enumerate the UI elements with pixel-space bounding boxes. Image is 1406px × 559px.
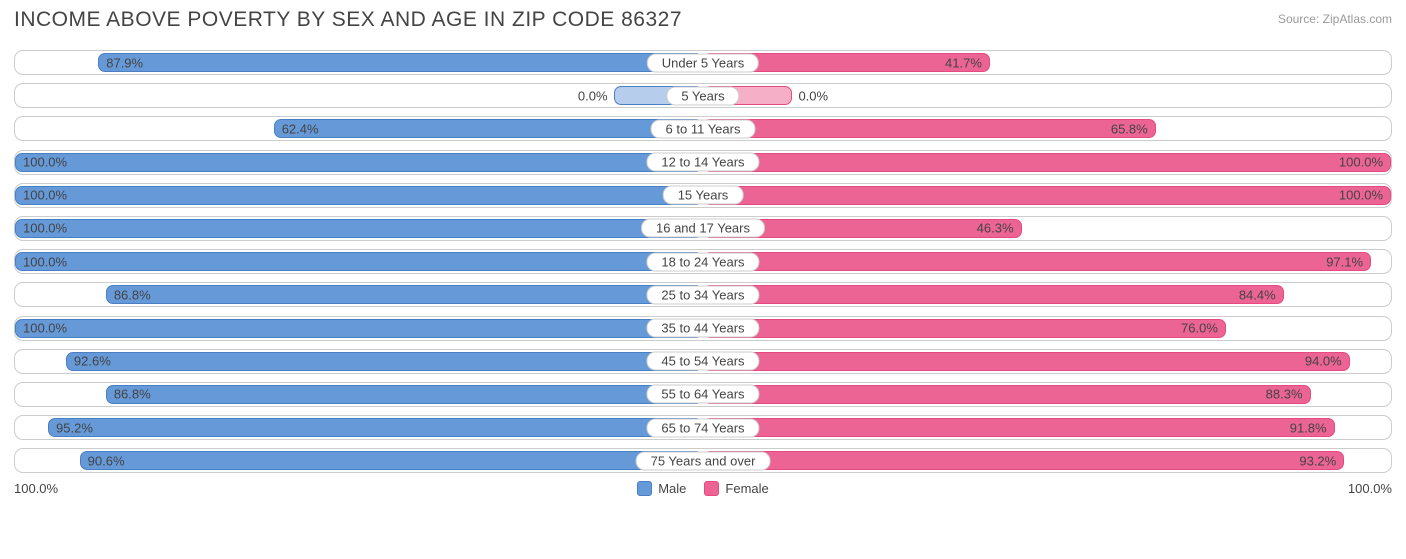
male-bar: [106, 385, 703, 404]
male-value: 95.2%: [56, 420, 93, 435]
category-label: Under 5 Years: [647, 53, 759, 72]
category-label: 55 to 64 Years: [646, 385, 759, 404]
female-value: 65.8%: [1111, 121, 1148, 136]
legend-label-female: Female: [725, 481, 768, 496]
category-label: 12 to 14 Years: [646, 153, 759, 172]
male-bar: [15, 319, 703, 338]
male-value: 62.4%: [282, 121, 319, 136]
chart-title: INCOME ABOVE POVERTY BY SEX AND AGE IN Z…: [14, 8, 682, 32]
category-label: 16 and 17 Years: [641, 219, 765, 238]
female-value: 91.8%: [1290, 420, 1327, 435]
chart-row: 86.8% 88.3% 55 to 64 Years: [14, 382, 1392, 407]
category-label: 65 to 74 Years: [646, 418, 759, 437]
female-value: 97.1%: [1326, 254, 1363, 269]
chart-row: 100.0% 97.1% 18 to 24 Years: [14, 249, 1392, 274]
male-value: 100.0%: [23, 155, 67, 170]
legend-item-male: Male: [637, 481, 686, 496]
male-value: 86.8%: [114, 387, 151, 402]
female-value: 84.4%: [1239, 287, 1276, 302]
chart-source: Source: ZipAtlas.com: [1278, 12, 1392, 26]
female-bar: [703, 119, 1156, 138]
female-bar: [703, 451, 1344, 470]
category-label: 45 to 54 Years: [646, 352, 759, 371]
female-value: 100.0%: [1339, 188, 1383, 203]
female-value: 88.3%: [1266, 387, 1303, 402]
female-bar: [703, 352, 1350, 371]
female-value: 46.3%: [977, 221, 1014, 236]
male-bar: [80, 451, 703, 470]
male-value: 87.9%: [106, 55, 143, 70]
chart-row: 90.6% 93.2% 75 Years and over: [14, 448, 1392, 473]
female-value: 100.0%: [1339, 155, 1383, 170]
chart-row: 62.4% 65.8% 6 to 11 Years: [14, 116, 1392, 141]
chart-row: 100.0% 100.0% 12 to 14 Years: [14, 150, 1392, 175]
female-bar: [703, 418, 1335, 437]
category-label: 25 to 34 Years: [646, 285, 759, 304]
male-bar: [48, 418, 703, 437]
axis-right-label: 100.0%: [1348, 481, 1392, 496]
chart-row: 87.9% 41.7% Under 5 Years: [14, 50, 1392, 75]
female-bar: [703, 385, 1311, 404]
male-value: 100.0%: [23, 221, 67, 236]
male-bar: [106, 285, 703, 304]
chart-footer: 100.0% Male Female 100.0%: [14, 481, 1392, 496]
chart-header: INCOME ABOVE POVERTY BY SEX AND AGE IN Z…: [14, 8, 1392, 32]
category-label: 15 Years: [663, 186, 744, 205]
legend-item-female: Female: [704, 481, 768, 496]
female-bar: [703, 186, 1391, 205]
male-bar: [98, 53, 703, 72]
male-bar: [15, 153, 703, 172]
male-bar: [15, 252, 703, 271]
male-bar: [15, 186, 703, 205]
legend-label-male: Male: [658, 481, 686, 496]
legend: Male Female: [637, 481, 769, 496]
male-value: 0.0%: [578, 88, 608, 103]
male-bar: [274, 119, 703, 138]
axis-left-label: 100.0%: [14, 481, 58, 496]
chart-row: 0.0% 0.0% 5 Years: [14, 83, 1392, 108]
female-bar: [703, 285, 1284, 304]
female-value: 0.0%: [798, 88, 828, 103]
category-label: 18 to 24 Years: [646, 252, 759, 271]
legend-swatch-female: [704, 481, 719, 496]
male-bar: [66, 352, 703, 371]
category-label: 35 to 44 Years: [646, 319, 759, 338]
male-value: 86.8%: [114, 287, 151, 302]
male-value: 100.0%: [23, 188, 67, 203]
category-label: 75 Years and over: [636, 451, 771, 470]
male-value: 92.6%: [74, 354, 111, 369]
female-bar: [703, 252, 1371, 271]
diverging-bar-chart: 87.9% 41.7% Under 5 Years 0.0% 0.0% 5 Years 62…: [14, 50, 1392, 473]
chart-row: 100.0% 76.0% 35 to 44 Years: [14, 316, 1392, 341]
male-value: 100.0%: [23, 254, 67, 269]
female-bar: [703, 319, 1226, 338]
legend-swatch-male: [637, 481, 652, 496]
male-value: 90.6%: [88, 453, 125, 468]
male-value: 100.0%: [23, 321, 67, 336]
chart-row: 86.8% 84.4% 25 to 34 Years: [14, 282, 1392, 307]
female-value: 41.7%: [945, 55, 982, 70]
category-label: 6 to 11 Years: [651, 119, 756, 138]
chart-row: 100.0% 46.3% 16 and 17 Years: [14, 216, 1392, 241]
female-value: 94.0%: [1305, 354, 1342, 369]
chart-row: 92.6% 94.0% 45 to 54 Years: [14, 349, 1392, 374]
female-bar: [703, 153, 1391, 172]
category-label: 5 Years: [666, 86, 739, 105]
male-bar: [15, 219, 703, 238]
female-value: 93.2%: [1299, 453, 1336, 468]
chart-row: 100.0% 100.0% 15 Years: [14, 183, 1392, 208]
chart-row: 95.2% 91.8% 65 to 74 Years: [14, 415, 1392, 440]
female-value: 76.0%: [1181, 321, 1218, 336]
